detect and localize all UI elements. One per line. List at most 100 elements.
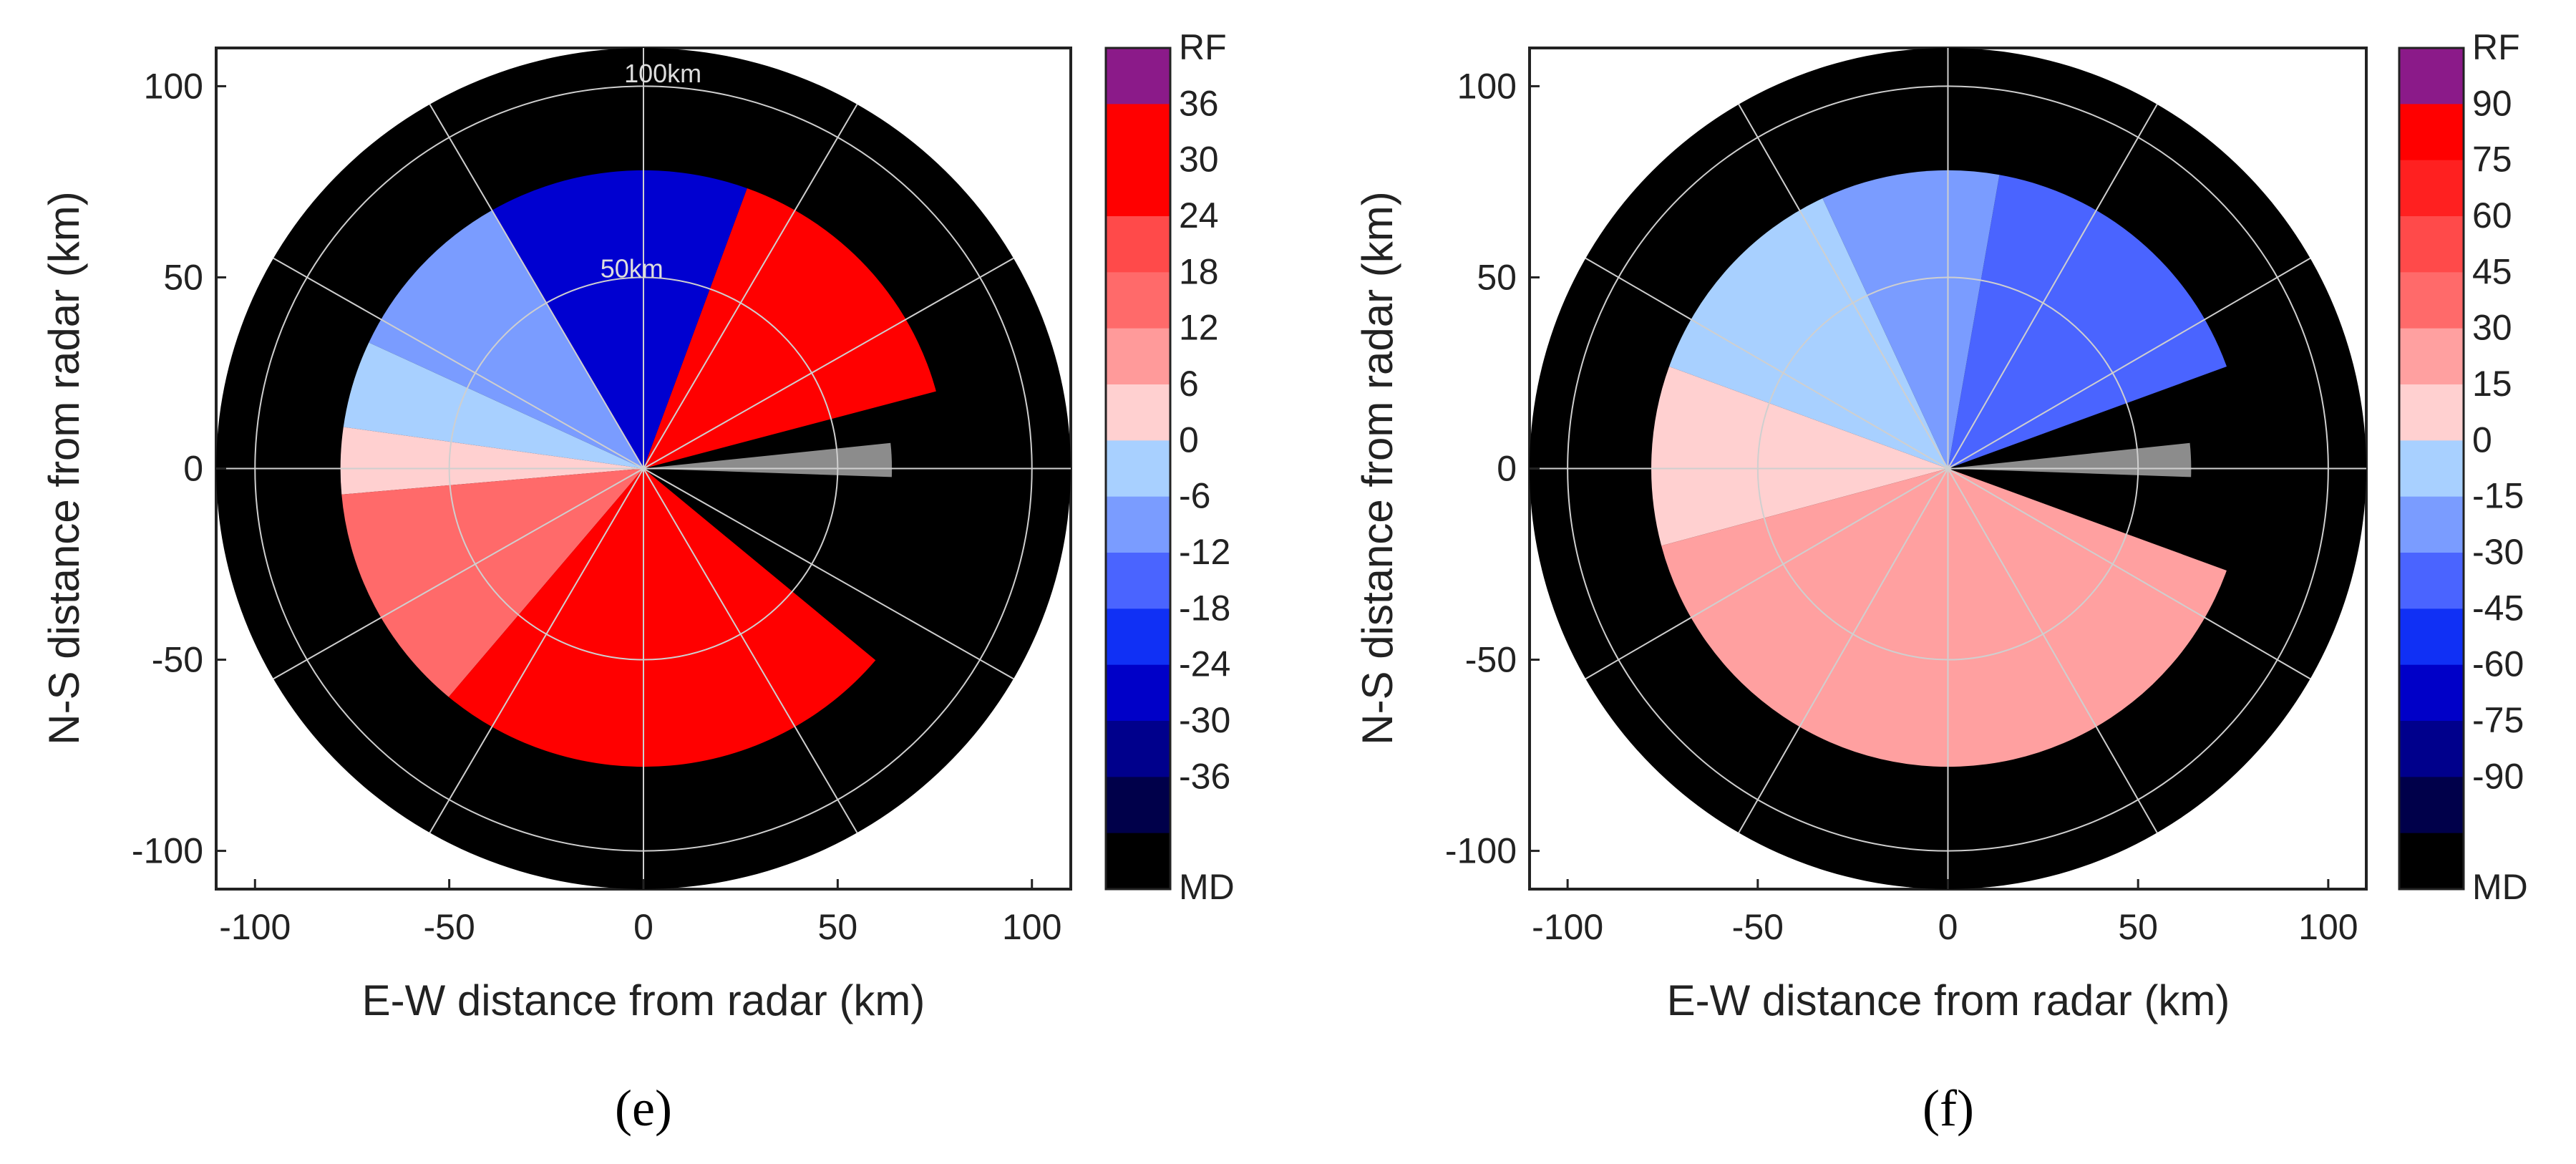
colorbar-swatch (2399, 104, 2464, 161)
velocity-band (1948, 175, 2227, 469)
y-tick-label: 100 (1457, 66, 1517, 106)
colorbar-label: RF (2472, 27, 2520, 67)
colorbar-swatch (1106, 721, 1170, 777)
azimuth-radial (1947, 467, 2311, 680)
colorbar-swatch (2399, 721, 2464, 777)
x-axis-label: E-W distance from radar (km) (1667, 976, 2230, 1024)
colorbar-label: -24 (1179, 644, 1230, 684)
x-tick-label: 50 (818, 907, 858, 947)
colorbar-label: -12 (1179, 532, 1230, 572)
velocity-band (643, 188, 942, 469)
y-tick-label: 100 (144, 66, 203, 106)
x-tick-label: -50 (424, 907, 475, 947)
colorbar-swatch (1106, 272, 1170, 329)
y-axis-label: N-S distance from radar (km) (1353, 191, 1401, 745)
colorbar-label: 6 (1179, 364, 1199, 404)
colorbar-swatch (1106, 216, 1170, 273)
azimuth-radial (273, 467, 644, 680)
colorbar-swatch (2399, 777, 2464, 834)
velocity-band (369, 210, 643, 469)
plot-area-e: 100km 50km (216, 48, 1071, 889)
velocity-band (1651, 367, 1948, 546)
colorbar-e: RF 36 30 24 18 12 6 0 -6 -12 -18 -24 -30 -36 MD (1104, 27, 1235, 907)
colorbar-label: 30 (1179, 140, 1219, 180)
axes-e: -100 -50 0 50 100 -100 -50 0 50 100 (132, 66, 1062, 947)
x-tick-label: -100 (219, 907, 291, 947)
y-tick-label: 0 (183, 449, 203, 489)
x-axis-label: E-W distance from radar (km) (362, 976, 925, 1024)
colorbar-swatch (2399, 833, 2464, 890)
colorbar-label: MD (1179, 867, 1235, 907)
colorbar-swatch (1106, 104, 1170, 161)
y-axis-label: N-S distance from radar (km) (40, 191, 88, 745)
velocity-band (492, 170, 747, 469)
x-tick-label: 0 (633, 907, 653, 947)
velocity-field (1651, 170, 2247, 767)
y-tick-label: -50 (152, 640, 203, 680)
colorbar-f: RF 90 75 60 45 30 15 0 -15 -30 -45 -60 -75 -90 MD (2398, 27, 2528, 907)
azimuth-radial (1585, 467, 1949, 680)
colorbar-label: 24 (1179, 195, 1219, 236)
colorbar-label: 30 (2472, 308, 2512, 348)
echo-gap (1948, 390, 2247, 572)
colorbar-swatch (2399, 608, 2464, 666)
colorbar-label: 12 (1179, 308, 1219, 348)
colorbar-label: 18 (1179, 251, 1219, 291)
x-tick-label: 100 (1002, 907, 1061, 947)
x-tick-label: 0 (1938, 907, 1958, 947)
velocity-field (340, 170, 950, 767)
colorbar-label: 90 (2472, 83, 2512, 123)
y-tick-label: 0 (1497, 449, 1517, 489)
plot-area-f (1530, 48, 2366, 889)
azimuth-radial (1738, 104, 1949, 469)
range-label-50km: 50km (601, 253, 664, 283)
colorbar-swatch (1106, 384, 1170, 441)
velocity-band (340, 427, 643, 495)
velocity-band (448, 468, 876, 767)
colorbar-label: 36 (1179, 83, 1219, 123)
colorbar-label: 45 (2472, 251, 2512, 291)
colorbar-swatch (2399, 216, 2464, 273)
colorbar-swatch (2399, 328, 2464, 385)
axes-f: -100 -50 0 50 100 -100 -50 0 50 100 (1445, 66, 2358, 947)
colorbar-label: RF (1179, 27, 1227, 67)
subplot-caption: (e) (615, 1080, 672, 1137)
echo-gap (643, 390, 950, 572)
y-tick-label: 50 (1477, 257, 1517, 297)
velocity-band (1822, 170, 2000, 469)
colorbar-swatch (1106, 440, 1170, 498)
colorbar-swatch (2399, 384, 2464, 441)
colorbar-label: 0 (2472, 419, 2492, 460)
radar-field (1530, 48, 2366, 889)
azimuth-radial (429, 467, 644, 833)
colorbar-swatch (1106, 496, 1170, 553)
radar-field: 100km 50km (216, 48, 1071, 889)
colorbar-swatch (2399, 160, 2464, 217)
velocity-band (341, 468, 643, 697)
colorbar-swatch (2399, 496, 2464, 553)
colorbar-swatch (1106, 328, 1170, 385)
x-tick-label: 50 (2118, 907, 2158, 947)
colorbar-label: -90 (2472, 756, 2524, 796)
azimuth-radial (643, 467, 858, 833)
colorbar-swatch (1106, 777, 1170, 834)
colorbar-label: -36 (1179, 756, 1230, 796)
colorbar-swatch (2399, 664, 2464, 722)
azimuth-radial (273, 257, 644, 470)
colorbar-label: MD (2472, 867, 2528, 907)
colorbar-swatch (1106, 553, 1170, 609)
colorbar-label: -45 (2472, 588, 2524, 628)
azimuth-radial (643, 104, 858, 470)
y-tick-label: -100 (132, 831, 203, 871)
y-tick-label: -50 (1465, 640, 1517, 680)
colorbar-label: 15 (2472, 364, 2512, 404)
colorbar-frame (2398, 47, 2465, 891)
colorbar-swatch (2399, 553, 2464, 609)
azimuth-radial (643, 467, 1014, 680)
colorbar-label: 0 (1179, 419, 1199, 460)
azimuth-radial (429, 104, 644, 470)
x-tick-label: -100 (1532, 907, 1603, 947)
velocity-band (343, 342, 643, 469)
colorbar-label: -18 (1179, 588, 1230, 628)
